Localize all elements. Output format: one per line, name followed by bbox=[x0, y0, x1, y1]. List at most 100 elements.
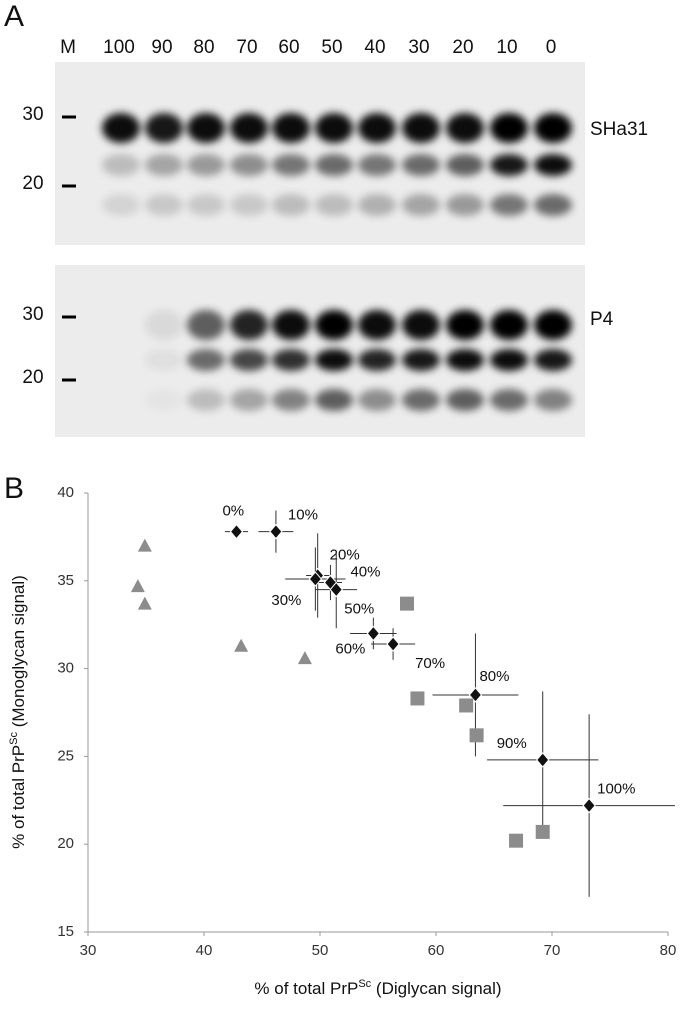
band bbox=[358, 154, 396, 176]
blot-bands bbox=[102, 113, 572, 411]
band bbox=[358, 310, 396, 340]
band bbox=[315, 154, 353, 176]
lane-label: 40 bbox=[364, 37, 385, 58]
band bbox=[446, 389, 484, 411]
lane-label: 30 bbox=[408, 37, 429, 58]
point bbox=[130, 579, 145, 593]
band bbox=[187, 113, 225, 143]
point-label: 20% bbox=[330, 547, 360, 564]
band bbox=[358, 349, 396, 371]
band bbox=[446, 310, 484, 340]
point bbox=[229, 523, 244, 540]
band bbox=[315, 349, 353, 371]
point bbox=[137, 596, 152, 610]
band bbox=[315, 194, 353, 216]
lane-label: 70 bbox=[236, 37, 257, 58]
panel-letter: B bbox=[4, 472, 24, 505]
marker-size: 20 bbox=[22, 173, 43, 194]
band bbox=[358, 194, 396, 216]
x-title-text: (Diglycan signal) bbox=[371, 979, 501, 998]
band bbox=[102, 154, 140, 176]
band bbox=[534, 113, 572, 143]
marker-size: 20 bbox=[22, 367, 43, 388]
point-label: 50% bbox=[344, 601, 374, 618]
band bbox=[230, 349, 268, 371]
x-title-text: % of total PrP bbox=[254, 979, 358, 998]
x-tick-label: 80 bbox=[660, 942, 677, 959]
band bbox=[272, 113, 310, 143]
band bbox=[187, 349, 225, 371]
band bbox=[315, 113, 353, 143]
panel-letter: A bbox=[4, 0, 24, 33]
band bbox=[145, 154, 183, 176]
point-label: 80% bbox=[479, 668, 509, 685]
y-tick-label: 15 bbox=[57, 923, 74, 940]
point bbox=[536, 752, 550, 768]
point bbox=[535, 824, 550, 839]
band bbox=[490, 194, 528, 216]
band bbox=[230, 154, 268, 176]
band bbox=[534, 194, 572, 216]
lane-label: 100 bbox=[103, 37, 135, 58]
marker-label: M bbox=[60, 37, 76, 58]
band bbox=[446, 113, 484, 143]
lane-label: 90 bbox=[151, 37, 172, 58]
band bbox=[534, 389, 572, 411]
band bbox=[272, 154, 310, 176]
blot-name: SHa31 bbox=[590, 119, 648, 140]
band bbox=[358, 389, 396, 411]
band bbox=[187, 310, 225, 340]
band bbox=[490, 389, 528, 411]
x-tick-label: 40 bbox=[196, 942, 213, 959]
point bbox=[308, 571, 323, 587]
band bbox=[102, 194, 140, 216]
point-label: 60% bbox=[335, 640, 365, 657]
point bbox=[459, 698, 474, 713]
band bbox=[446, 194, 484, 216]
band bbox=[230, 113, 268, 143]
point-label: 0% bbox=[222, 503, 244, 520]
band bbox=[272, 349, 310, 371]
y-tick-label: 20 bbox=[57, 835, 74, 852]
y-title-sup: Sc bbox=[8, 732, 20, 745]
band bbox=[145, 194, 183, 216]
band bbox=[402, 154, 440, 176]
band bbox=[230, 194, 268, 216]
band bbox=[187, 194, 225, 216]
point bbox=[234, 638, 249, 652]
band bbox=[402, 113, 440, 143]
band bbox=[145, 349, 183, 371]
band bbox=[315, 310, 353, 340]
point bbox=[469, 728, 484, 743]
band bbox=[402, 194, 440, 216]
point bbox=[386, 636, 400, 652]
band bbox=[490, 310, 528, 340]
y-tick-label: 35 bbox=[57, 572, 74, 589]
point-label: 30% bbox=[271, 592, 301, 609]
band bbox=[490, 113, 528, 143]
lane-label: 10 bbox=[496, 37, 517, 58]
y-tick-label: 40 bbox=[57, 484, 74, 501]
band bbox=[102, 113, 140, 143]
band bbox=[230, 310, 268, 340]
y-tick-label: 25 bbox=[57, 747, 74, 764]
point-label: 70% bbox=[415, 655, 445, 672]
lane-label: 0 bbox=[546, 37, 557, 58]
marker-size: 30 bbox=[22, 304, 43, 325]
band bbox=[272, 194, 310, 216]
point bbox=[400, 596, 414, 611]
x-title-sup: Sc bbox=[358, 978, 371, 990]
band bbox=[490, 154, 528, 176]
lane-label: 50 bbox=[321, 37, 342, 58]
band bbox=[315, 389, 353, 411]
point bbox=[410, 691, 425, 706]
point bbox=[582, 797, 596, 814]
y-title-text: % of total PrP bbox=[9, 745, 28, 849]
band bbox=[402, 310, 440, 340]
band bbox=[446, 349, 484, 371]
band bbox=[534, 349, 572, 371]
band bbox=[272, 310, 310, 340]
band bbox=[230, 389, 268, 411]
band bbox=[145, 113, 183, 143]
